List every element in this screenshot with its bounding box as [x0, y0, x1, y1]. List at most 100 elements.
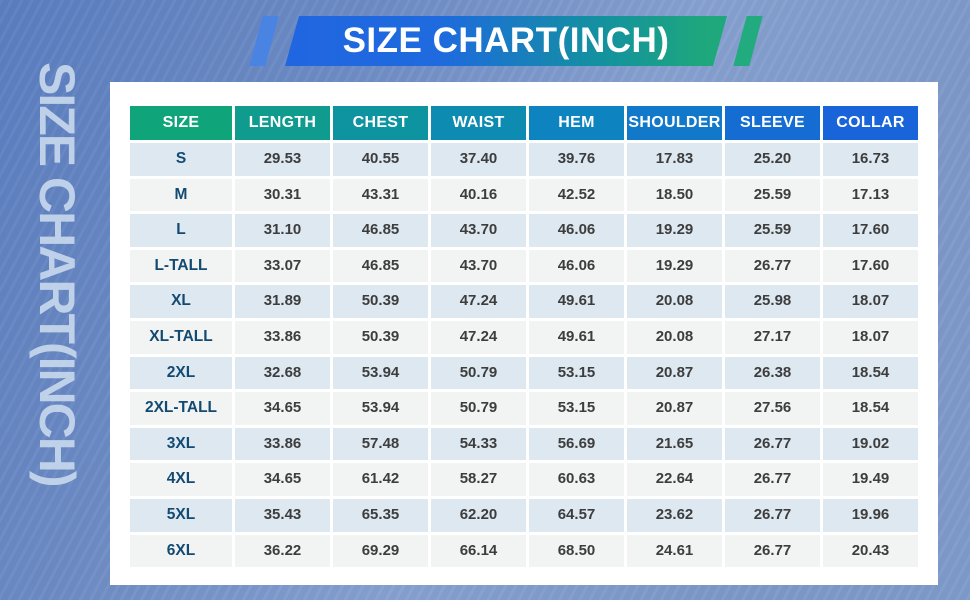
measurement-cell: 26.38: [725, 356, 820, 390]
column-header-shoulder: SHOULDER: [627, 106, 722, 140]
size-label-cell: M: [130, 178, 232, 212]
measurement-cell: 19.29: [627, 214, 722, 247]
measurement-cell: 46.85: [333, 249, 428, 283]
measurement-cell: 42.52: [529, 178, 624, 212]
size-label-cell: S: [130, 143, 232, 176]
measurement-cell: 60.63: [529, 463, 624, 496]
measurement-cell: 61.42: [333, 463, 428, 496]
measurement-cell: 62.20: [431, 498, 526, 532]
column-header-size: SIZE: [130, 106, 232, 140]
size-table: SIZE LENGTH CHEST WAIST HEM SHOULDER SLEEVE COL…: [130, 106, 918, 568]
measurement-cell: 33.07: [235, 249, 330, 283]
measurement-cell: 18.07: [823, 285, 918, 318]
side-watermark: SIZE CHART(INCH): [29, 62, 85, 486]
measurement-cell: 53.94: [333, 392, 428, 425]
column-header-sleeve: SLEEVE: [725, 106, 820, 140]
measurement-cell: 40.55: [333, 143, 428, 176]
measurement-cell: 53.15: [529, 392, 624, 425]
size-label-cell: L-TALL: [130, 249, 232, 283]
measurement-cell: 20.87: [627, 392, 722, 425]
measurement-cell: 19.49: [823, 463, 918, 496]
size-label-cell: L: [130, 214, 232, 247]
measurement-cell: 43.70: [431, 214, 526, 247]
measurement-cell: 29.53: [235, 143, 330, 176]
measurement-cell: 46.06: [529, 249, 624, 283]
measurement-cell: 64.57: [529, 498, 624, 532]
measurement-cell: 50.79: [431, 356, 526, 390]
measurement-cell: 31.89: [235, 285, 330, 318]
measurement-cell: 50.79: [431, 392, 526, 425]
measurement-cell: 43.31: [333, 178, 428, 212]
banner-ribbon: SIZE CHART(INCH): [285, 16, 727, 66]
measurement-cell: 56.69: [529, 427, 624, 461]
measurement-cell: 30.31: [235, 178, 330, 212]
measurement-cell: 47.24: [431, 320, 526, 354]
measurement-cell: 18.54: [823, 356, 918, 390]
measurement-cell: 57.48: [333, 427, 428, 461]
measurement-cell: 65.35: [333, 498, 428, 532]
measurement-cell: 68.50: [529, 534, 624, 568]
measurement-cell: 23.62: [627, 498, 722, 532]
column-header-waist: WAIST: [431, 106, 526, 140]
size-chart-card: SIZE LENGTH CHEST WAIST HEM SHOULDER SLEEVE COL…: [110, 82, 938, 585]
measurement-cell: 34.65: [235, 392, 330, 425]
measurement-cell: 27.56: [725, 392, 820, 425]
measurement-cell: 20.87: [627, 356, 722, 390]
measurement-cell: 19.02: [823, 427, 918, 461]
measurement-cell: 37.40: [431, 143, 526, 176]
title-banner: SIZE CHART(INCH): [249, 16, 763, 66]
measurement-cell: 17.13: [823, 178, 918, 212]
size-label-cell: 2XL-TALL: [130, 392, 232, 425]
measurement-cell: 69.29: [333, 534, 428, 568]
measurement-cell: 24.61: [627, 534, 722, 568]
measurement-cell: 26.77: [725, 498, 820, 532]
measurement-cell: 49.61: [529, 285, 624, 318]
measurement-cell: 26.77: [725, 249, 820, 283]
measurement-cell: 21.65: [627, 427, 722, 461]
measurement-cell: 25.59: [725, 178, 820, 212]
measurement-cell: 18.07: [823, 320, 918, 354]
measurement-cell: 66.14: [431, 534, 526, 568]
measurement-cell: 36.22: [235, 534, 330, 568]
measurement-cell: 20.08: [627, 285, 722, 318]
measurement-cell: 25.20: [725, 143, 820, 176]
measurement-cell: 19.29: [627, 249, 722, 283]
measurement-cell: 19.96: [823, 498, 918, 532]
measurement-cell: 18.50: [627, 178, 722, 212]
measurement-cell: 25.59: [725, 214, 820, 247]
measurement-cell: 20.08: [627, 320, 722, 354]
measurement-cell: 43.70: [431, 249, 526, 283]
measurement-cell: 26.77: [725, 534, 820, 568]
measurement-cell: 31.10: [235, 214, 330, 247]
measurement-cell: 20.43: [823, 534, 918, 568]
measurement-cell: 35.43: [235, 498, 330, 532]
measurement-cell: 54.33: [431, 427, 526, 461]
measurement-cell: 27.17: [725, 320, 820, 354]
measurement-cell: 33.86: [235, 320, 330, 354]
page-title: SIZE CHART(INCH): [342, 20, 670, 60]
measurement-cell: 49.61: [529, 320, 624, 354]
measurement-cell: 17.60: [823, 214, 918, 247]
measurement-cell: 22.64: [627, 463, 722, 496]
column-header-collar: COLLAR: [823, 106, 918, 140]
size-label-cell: XL: [130, 285, 232, 318]
measurement-cell: 53.15: [529, 356, 624, 390]
measurement-cell: 34.65: [235, 463, 330, 496]
size-label-cell: 3XL: [130, 427, 232, 461]
measurement-cell: 58.27: [431, 463, 526, 496]
column-header-length: LENGTH: [235, 106, 330, 140]
measurement-cell: 40.16: [431, 178, 526, 212]
measurement-cell: 50.39: [333, 320, 428, 354]
measurement-cell: 17.60: [823, 249, 918, 283]
measurement-cell: 46.06: [529, 214, 624, 247]
measurement-cell: 33.86: [235, 427, 330, 461]
size-label-cell: 6XL: [130, 534, 232, 568]
measurement-cell: 17.83: [627, 143, 722, 176]
size-label-cell: 4XL: [130, 463, 232, 496]
measurement-cell: 32.68: [235, 356, 330, 390]
measurement-cell: 16.73: [823, 143, 918, 176]
measurement-cell: 50.39: [333, 285, 428, 318]
measurement-cell: 25.98: [725, 285, 820, 318]
measurement-cell: 39.76: [529, 143, 624, 176]
measurement-cell: 18.54: [823, 392, 918, 425]
